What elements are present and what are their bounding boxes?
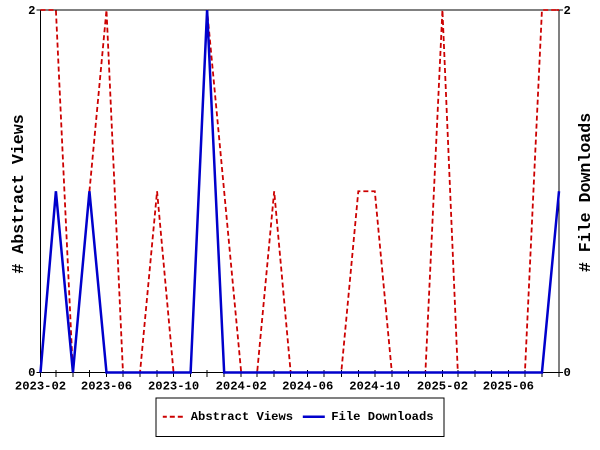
svg-text:0: 0 — [564, 366, 571, 380]
svg-text:2: 2 — [28, 4, 35, 18]
svg-text:0: 0 — [28, 366, 35, 380]
svg-text:Abstract Views: Abstract Views — [191, 410, 293, 424]
svg-text:2024-06: 2024-06 — [282, 380, 333, 394]
svg-text:2023-02: 2023-02 — [15, 380, 66, 394]
svg-text:2: 2 — [564, 4, 571, 18]
svg-text:# File Downloads: # File Downloads — [576, 113, 595, 272]
svg-text:2023-10: 2023-10 — [148, 380, 199, 394]
svg-text:2023-06: 2023-06 — [81, 380, 132, 394]
svg-text:2025-06: 2025-06 — [483, 380, 534, 394]
svg-text:# Abstract Views: # Abstract Views — [9, 114, 28, 273]
svg-text:File Downloads: File Downloads — [331, 410, 433, 424]
svg-text:2025-02: 2025-02 — [417, 380, 468, 394]
svg-text:2024-10: 2024-10 — [349, 380, 400, 394]
svg-text:2024-02: 2024-02 — [216, 380, 267, 394]
